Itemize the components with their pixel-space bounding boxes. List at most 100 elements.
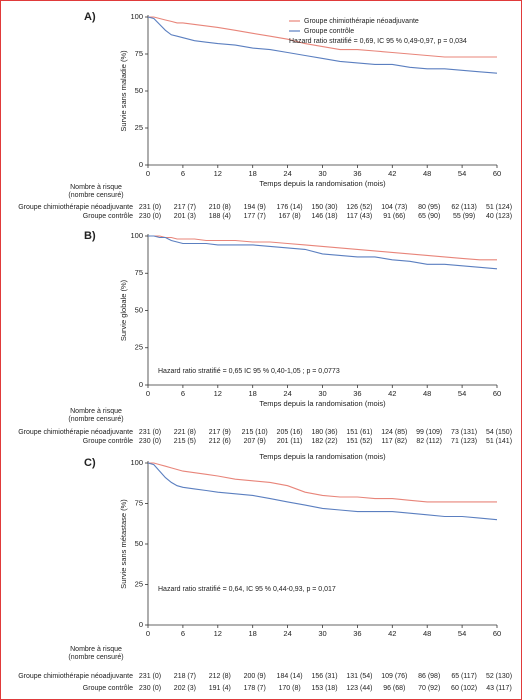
survival-curve [147,16,498,74]
x-tick-label: 36 [353,389,361,398]
legend-label: Groupe contrôle [304,28,354,35]
risk-value: 201 (11) [277,438,303,445]
risk-value: 51 (124) [486,204,512,211]
risk-value: 178 (7) [244,685,266,692]
x-tick-label: 48 [423,169,431,178]
risk-value: 177 (7) [244,213,266,220]
risk-value: 86 (98) [418,673,440,680]
survival-curve [148,462,497,503]
risk-value: 184 (14) [277,673,303,680]
risk-value: 153 (18) [311,685,337,692]
annotation: Hazard ratio stratifié = 0,65 IC 95 % 0,… [158,368,340,375]
risk-value: 230 (0) [139,685,161,692]
risk-value: 96 (68) [383,685,405,692]
risk-value: 40 (123) [486,213,512,220]
y-axis-label: Survie sans maladie (%) [119,50,128,132]
x-tick-label: 42 [388,629,396,638]
x-tick-label: 12 [214,389,222,398]
risk-value: 215 (10) [242,429,268,436]
risk-value: 194 (9) [244,204,266,211]
risk-value: 71 (123) [451,438,477,445]
risk-value: 51 (141) [486,438,512,445]
risk-value: 70 (92) [418,685,440,692]
x-axis-label: Temps depuis la randomisation (mois) [259,452,386,461]
x-tick-label: 6 [181,169,185,178]
x-tick-label: 60 [493,629,501,638]
risk-value: 191 (4) [209,685,231,692]
risk-value: 60 (102) [451,685,477,692]
risk-table-title: (nombre censuré) [68,416,123,423]
risk-table-title: (nombre censuré) [68,192,123,199]
x-tick-label: 36 [353,169,361,178]
risk-value: 99 (109) [416,429,442,436]
y-axis-label: Survie sans métastase (%) [119,499,128,589]
risk-row-label: Groupe contrôle [83,438,133,445]
y-axis-label: Survie globale (%) [119,279,128,341]
survival-curve [148,16,497,58]
x-tick-label: 0 [146,629,150,638]
x-tick-label: 24 [283,389,291,398]
risk-value: 117 (43) [347,213,373,220]
risk-value: 207 (9) [244,438,266,445]
risk-value: 217 (7) [174,204,196,211]
risk-value: 180 (36) [311,429,337,436]
risk-table-title: (nombre censuré) [68,654,123,661]
risk-value: 104 (73) [381,204,407,211]
risk-value: 200 (9) [244,673,266,680]
risk-value: 150 (30) [311,204,337,211]
x-tick-label: 54 [458,629,466,638]
risk-value: 146 (18) [311,213,337,220]
x-tick-label: 0 [146,389,150,398]
risk-value: 230 (0) [139,438,161,445]
risk-value: 43 (117) [486,685,512,692]
y-tick-label: 0 [139,620,143,629]
risk-value: 109 (76) [381,673,407,680]
x-tick-label: 30 [318,169,326,178]
x-tick-label: 48 [423,389,431,398]
risk-value: 65 (117) [451,673,477,680]
x-tick-label: 18 [249,389,257,398]
risk-value: 167 (8) [279,213,301,220]
risk-value: 210 (8) [209,204,231,211]
risk-value: 188 (4) [209,213,231,220]
risk-value: 231 (0) [139,673,161,680]
x-tick-label: 60 [493,389,501,398]
x-tick-label: 54 [458,389,466,398]
y-tick-label: 0 [139,160,143,169]
annotation: Hazard ratio stratifié = 0,64, IC 95 % 0… [158,586,336,593]
annotation: Hazard ratio stratifié = 0,69, IC 95 % 0… [289,38,467,45]
x-tick-label: 48 [423,629,431,638]
x-tick-label: 6 [181,629,185,638]
risk-value: 131 (54) [346,673,372,680]
risk-value: 205 (16) [277,429,303,436]
y-tick-label: 0 [139,380,143,389]
x-tick-label: 42 [388,389,396,398]
risk-value: 215 (5) [174,438,196,445]
risk-value: 170 (8) [279,685,301,692]
risk-value: 54 (150) [486,429,512,436]
y-tick-label: 25 [135,579,143,588]
risk-value: 124 (85) [381,429,407,436]
panel-label: B) [84,230,96,242]
risk-value: 218 (7) [174,673,196,680]
x-tick-label: 24 [283,629,291,638]
risk-value: 123 (44) [346,685,372,692]
risk-value: 201 (3) [174,213,196,220]
risk-value: 117 (82) [382,438,408,445]
x-tick-label: 60 [493,169,501,178]
risk-row-label: Groupe contrôle [83,213,133,220]
legend-label: Groupe chimiothérapie néoadjuvante [304,18,419,25]
x-axis-label: Temps depuis la randomisation (mois) [259,399,386,408]
survival-curve [148,235,497,261]
risk-value: 221 (8) [174,429,196,436]
risk-value: 91 (66) [383,213,405,220]
risk-table-title: Nombre à risque [70,184,122,191]
y-tick-label: 50 [135,86,143,95]
y-tick-label: 75 [135,268,143,277]
x-tick-label: 54 [458,169,466,178]
risk-value: 65 (90) [418,213,440,220]
x-tick-label: 12 [214,629,222,638]
x-tick-label: 30 [318,389,326,398]
risk-value: 62 (113) [451,204,477,211]
